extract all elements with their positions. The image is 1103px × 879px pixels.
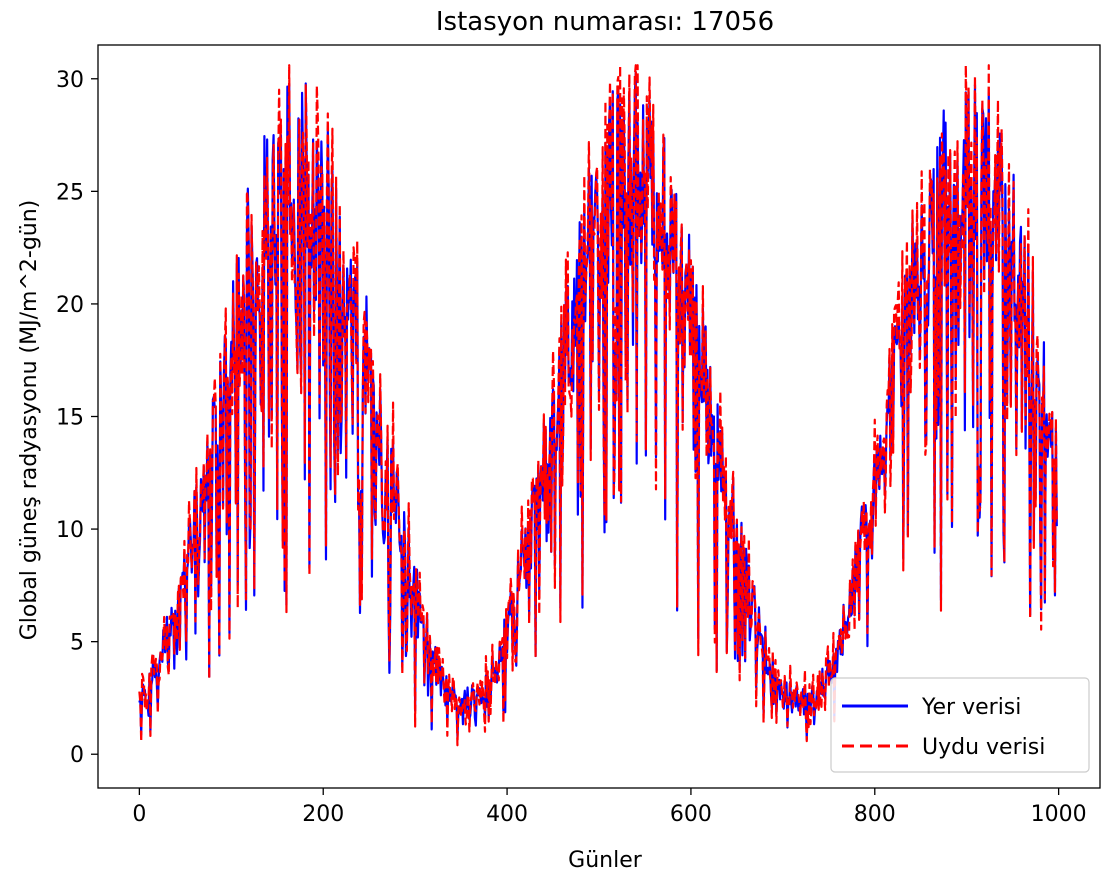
series-line-uydu-verisi <box>138 64 1058 747</box>
x-tick-label: 800 <box>854 802 896 827</box>
chart-title: Istasyon numarası: 17056 <box>436 7 774 37</box>
legend-box <box>830 677 1090 773</box>
legend-label-uydu: Uydu verisi <box>922 735 1045 760</box>
y-tick-label: 25 <box>56 180 84 205</box>
y-tick-label: 5 <box>70 631 84 656</box>
x-tick-label: 600 <box>670 802 712 827</box>
plot-area <box>97 44 1101 789</box>
x-tick-label: 1000 <box>1031 802 1087 827</box>
legend: Yer verisi Uydu verisi <box>830 677 1090 773</box>
x-axis-label: Günler <box>568 848 643 873</box>
x-tick-label: 0 <box>132 802 146 827</box>
y-tick-label: 15 <box>56 406 84 431</box>
series-layer <box>138 64 1058 747</box>
legend-label-yer: Yer verisi <box>921 695 1021 720</box>
y-tick-label: 0 <box>70 743 84 768</box>
x-tick-label: 200 <box>302 802 344 827</box>
y-tick-label: 20 <box>56 293 84 318</box>
y-tick-label: 10 <box>56 518 84 543</box>
y-axis-ticks: 0 5 10 15 20 25 30 <box>56 68 98 768</box>
y-tick-label: 30 <box>56 68 84 93</box>
x-tick-label: 400 <box>486 802 528 827</box>
y-axis-label: Global güneş radyasyonu (MJ/m^2-gün) <box>17 200 42 641</box>
x-axis-ticks: 0 200 400 600 800 1000 <box>132 788 1087 827</box>
